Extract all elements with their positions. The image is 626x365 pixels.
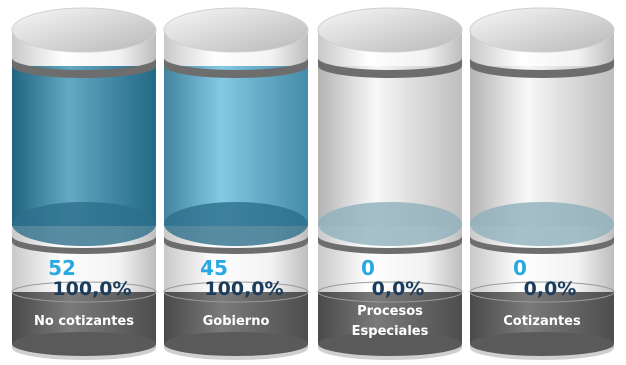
percent: 0,0% [523,278,577,300]
label-band-bottom [318,332,462,356]
cylinder [163,7,309,360]
upper-ring [318,58,462,78]
lower-ring [470,236,614,254]
glass-shine [164,66,308,226]
lower-ring [164,236,308,254]
cylinder-top [11,7,157,53]
label-band-bottom [164,332,308,356]
category-label: No cotizantes [33,314,134,329]
glass-shine [318,66,462,226]
label-band-bottom [12,332,156,356]
category-label: Gobierno [202,314,270,329]
count: 0 [513,256,527,280]
glass-shine [12,66,156,226]
glass-shine [470,66,614,226]
cylinder-top [163,7,309,53]
label-band-top [11,281,157,303]
label-band-top [163,281,309,303]
category-label: Cotizantes [503,314,581,329]
upper-ring [164,58,308,78]
percent: 100,0% [52,278,132,300]
label-band-top [317,281,463,303]
count: 0 [361,256,375,280]
lower-ring [318,236,462,254]
label-band-top [469,281,615,303]
cylinder [317,7,463,360]
fluid-bottom [164,202,308,246]
category-label: Procesos Especiales [351,304,429,339]
percent: 0,0% [371,278,425,300]
fluid-bottom [12,202,156,246]
upper-ring [470,58,614,78]
cylinder-top [317,7,463,53]
cylinder [11,7,157,360]
fluid-bottom [470,202,614,246]
cylinder-top [469,7,615,53]
count: 52 [48,256,76,280]
lower-ring [12,236,156,254]
percent: 100,0% [204,278,284,300]
count: 45 [200,256,228,280]
fluid-bottom [318,202,462,246]
cylinder [469,7,615,360]
upper-ring [12,58,156,78]
label-band-bottom [470,332,614,356]
